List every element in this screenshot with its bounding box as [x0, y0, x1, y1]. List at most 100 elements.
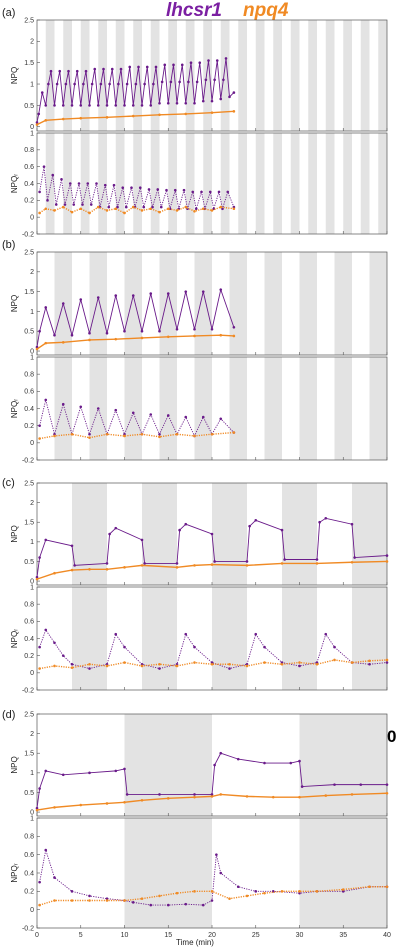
data-point-lhcsr1: [159, 205, 163, 209]
data-point-lhcsr1: [215, 853, 218, 856]
data-point-lhcsr1: [138, 186, 142, 190]
data-point-lhcsr1: [147, 188, 151, 191]
dark-period-band: [89, 252, 107, 355]
data-point-lhcsr1: [169, 80, 173, 84]
y-tick-label: 1.5: [24, 60, 34, 67]
data-point-lhcsr1: [44, 848, 48, 852]
series-line-lhcsr1: [39, 628, 388, 670]
dark-period-band: [159, 252, 177, 355]
data-point-npq4: [96, 205, 100, 209]
data-point-npq4: [298, 795, 301, 799]
data-point-lhcsr1: [114, 632, 118, 636]
data-point-npq4: [105, 899, 109, 902]
dark-period-band: [282, 587, 317, 690]
dark-period-band: [325, 20, 335, 131]
data-point-lhcsr1: [318, 520, 321, 524]
data-point-lhcsr1: [254, 518, 258, 522]
x-tick-label: 35: [339, 932, 347, 939]
data-point-npq4: [105, 432, 109, 436]
dark-period-band: [352, 587, 387, 690]
dark-period-band: [273, 20, 282, 131]
data-point-lhcsr1: [184, 522, 188, 526]
data-point-npq4: [158, 113, 161, 117]
series-line-npq4: [36, 792, 388, 811]
dark-period-band: [299, 714, 387, 816]
data-point-lhcsr1: [172, 63, 175, 67]
data-point-lhcsr1: [221, 207, 224, 211]
data-point-lhcsr1: [44, 398, 48, 402]
y-tick-label: 0: [30, 670, 34, 677]
data-point-lhcsr1: [72, 203, 76, 206]
data-point-npq4: [333, 658, 336, 662]
data-point-lhcsr1: [105, 104, 109, 107]
data-point-npq4: [88, 436, 91, 439]
dark-period-band: [133, 133, 142, 234]
data-point-lhcsr1: [37, 112, 41, 116]
data-point-npq4: [140, 897, 144, 900]
data-point-lhcsr1: [38, 556, 41, 559]
data-point-npq4: [140, 336, 144, 340]
data-point-lhcsr1: [61, 302, 65, 305]
data-point-lhcsr1: [151, 205, 154, 209]
data-point-lhcsr1: [152, 82, 155, 86]
dark-period-band: [203, 20, 212, 131]
data-point-npq4: [105, 116, 109, 119]
data-point-npq4: [114, 337, 118, 341]
y-tick-label: 2: [30, 269, 34, 276]
data-point-npq4: [70, 666, 74, 669]
x-tick-label: 10: [121, 932, 129, 939]
y-tick-label: -0.2: [22, 457, 34, 464]
data-point-npq4: [298, 661, 301, 664]
data-point-npq4: [228, 897, 231, 900]
data-point-npq4: [193, 890, 196, 893]
data-point-lhcsr1: [107, 205, 111, 209]
data-point-npq4: [385, 791, 389, 795]
y-tick-label: 1.5: [24, 289, 34, 296]
y-tick-label: 0.5: [24, 559, 34, 566]
data-point-lhcsr1: [55, 82, 59, 86]
data-point-lhcsr1: [96, 104, 100, 107]
data-point-npq4: [88, 662, 91, 666]
data-point-lhcsr1: [173, 188, 177, 192]
dark-period-band: [212, 483, 247, 585]
data-point-npq4: [350, 560, 354, 564]
data-point-lhcsr1: [40, 91, 44, 94]
data-point-lhcsr1: [207, 59, 210, 62]
data-point-lhcsr1: [184, 415, 188, 419]
data-point-lhcsr1: [131, 901, 135, 904]
data-point-lhcsr1: [70, 333, 74, 337]
y-tick-label: 0.6: [24, 619, 34, 626]
data-point-lhcsr1: [210, 532, 214, 536]
data-point-lhcsr1: [58, 69, 62, 73]
data-point-npq4: [232, 334, 236, 338]
data-point-lhcsr1: [145, 65, 149, 69]
data-point-npq4: [210, 432, 214, 436]
data-point-lhcsr1: [160, 80, 164, 84]
legend-npq4: npq4: [243, 0, 289, 21]
data-point-npq4: [219, 333, 223, 337]
data-point-npq4: [61, 205, 65, 209]
dark-period-band: [142, 587, 177, 690]
data-point-lhcsr1: [114, 526, 118, 530]
data-point-lhcsr1: [125, 793, 129, 796]
data-point-npq4: [210, 662, 214, 666]
y-tick-label: -0.2: [22, 925, 34, 932]
data-point-lhcsr1: [194, 207, 198, 211]
data-point-npq4: [201, 207, 205, 211]
y-tick-label: 0: [30, 907, 34, 914]
data-point-lhcsr1: [315, 558, 319, 561]
data-point-npq4: [105, 568, 109, 571]
y-tick-label: 0.2: [24, 198, 34, 205]
data-point-lhcsr1: [283, 558, 286, 561]
y-tick-label: 1: [30, 539, 34, 546]
y-tick-label: 0: [30, 215, 34, 222]
data-point-npq4: [175, 209, 179, 212]
dark-period-band: [115, 133, 125, 234]
dark-period-band: [80, 133, 90, 234]
data-point-lhcsr1: [123, 104, 126, 107]
dark-period-band: [168, 133, 177, 234]
data-point-npq4: [298, 890, 301, 893]
data-point-npq4: [175, 891, 179, 895]
data-point-npq4: [61, 117, 65, 121]
data-point-lhcsr1: [38, 787, 41, 790]
